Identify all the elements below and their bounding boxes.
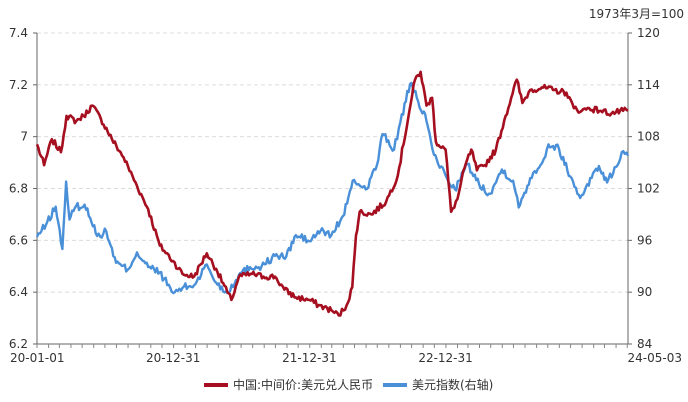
usdcny-line	[35, 70, 629, 317]
y-left-tick-label: 7	[20, 130, 28, 144]
right-axis-unit-note: 1973年3月=100	[589, 7, 684, 21]
y-right-tick-label: 90	[637, 285, 652, 299]
y-right-tick-label: 102	[637, 182, 660, 196]
y-right-tick-label: 96	[637, 233, 652, 247]
x-tick-label: 21-12-31	[282, 351, 336, 365]
dollar-index-line	[35, 81, 630, 295]
y-right-tick-label: 114	[637, 78, 660, 92]
legend-label: 中国:中间价:美元兑人民币	[233, 377, 373, 392]
y-right-tick-label: 84	[637, 337, 652, 351]
y-left-tick-label: 6.6	[9, 233, 28, 247]
y-left-tick-label: 7.2	[9, 78, 28, 92]
y-right-tick-label: 108	[637, 130, 660, 144]
legend-label: 美元指数(右轴)	[412, 377, 493, 392]
x-tick-label: 20-12-31	[146, 351, 200, 365]
x-tick-label: 24-05-03	[628, 351, 682, 365]
y-left-tick-label: 7.4	[9, 26, 28, 40]
y-left-tick-label: 6.2	[9, 337, 28, 351]
y-left-tick-label: 6.8	[9, 182, 28, 196]
x-tick-label: 20-01-01	[10, 351, 64, 365]
axes: 6.2 6.4 6.6 6.8 7 7.2 7.4 84 90 96 102 108 114 120 20-…	[9, 26, 682, 365]
grid-lines	[37, 32, 628, 293]
legend: 中国:中间价:美元兑人民币 美元指数(右轴)	[204, 377, 493, 392]
series-layer	[35, 70, 630, 317]
y-right-tick-label: 120	[637, 26, 660, 40]
x-tick-label: 22-12-31	[418, 351, 472, 365]
y-left-tick-label: 6.4	[9, 285, 28, 299]
